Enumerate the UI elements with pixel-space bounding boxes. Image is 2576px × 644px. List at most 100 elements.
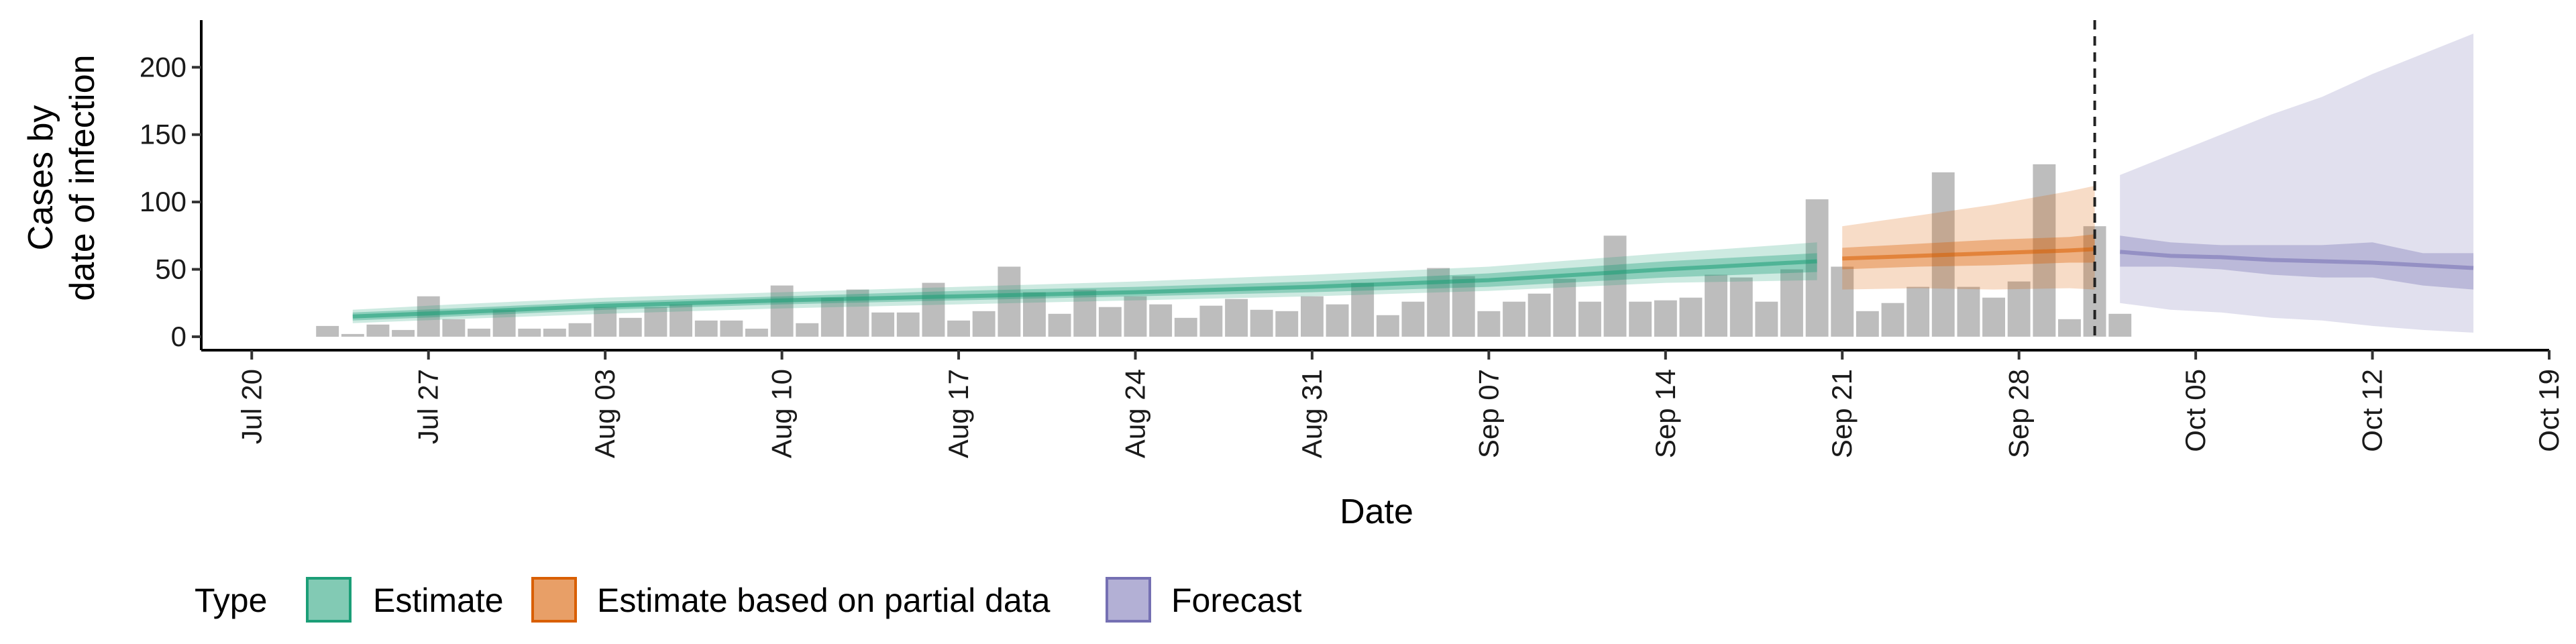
bar — [947, 320, 970, 337]
bar — [1856, 311, 1879, 337]
bar — [341, 333, 364, 337]
estimate-median-line — [352, 259, 1817, 319]
bar — [1073, 289, 1097, 337]
bar — [669, 304, 692, 337]
y-tick-label: 50 — [155, 254, 186, 285]
bar — [1326, 304, 1349, 337]
legend-title: Type — [195, 582, 267, 619]
bar — [1098, 307, 1122, 337]
bar — [1957, 286, 1980, 337]
bar — [1679, 297, 1703, 337]
bar — [1225, 299, 1248, 337]
x-tick-label: Oct 19 — [2533, 369, 2565, 452]
partial-ribbon-50 — [1842, 234, 2095, 270]
bar — [492, 309, 516, 337]
bar — [316, 325, 339, 337]
bar — [568, 323, 592, 337]
legend-label-estimate: Estimate — [373, 582, 504, 619]
bar — [1023, 292, 1046, 337]
bar — [644, 307, 667, 337]
bar — [1401, 301, 1425, 337]
y-axis-title: Cases by date of infection — [21, 54, 102, 301]
bar — [972, 311, 996, 337]
bar — [871, 312, 895, 337]
bar — [442, 319, 466, 337]
x-tick-label: Sep 07 — [1472, 369, 1504, 458]
bar — [998, 266, 1021, 337]
bar — [1427, 268, 1450, 337]
bar — [594, 307, 617, 337]
bar — [1780, 269, 1803, 337]
bar — [1629, 301, 1652, 337]
x-tick-label: Sep 28 — [2003, 369, 2035, 458]
bar — [1250, 309, 1273, 337]
bar — [1452, 276, 1475, 337]
plot-area: 0 50 100 150 200 Jul 20 Jul 27 Aug 03 Aug 10 Aug … — [140, 20, 2565, 458]
x-tick-label: Jul 27 — [413, 369, 444, 444]
bar — [518, 328, 541, 337]
bar — [366, 324, 390, 337]
bar — [2108, 313, 2132, 337]
bar — [1705, 274, 1727, 337]
bar — [1553, 278, 1576, 337]
bar — [1907, 286, 1930, 337]
bar — [2007, 281, 2031, 337]
bar — [770, 285, 794, 337]
x-tick-label: Oct 12 — [2357, 369, 2388, 452]
bar — [1174, 317, 1197, 337]
x-tick-label: Sep 21 — [1826, 369, 1858, 458]
bar — [1578, 301, 1601, 337]
bar — [2058, 319, 2081, 337]
bar — [1301, 296, 1324, 337]
legend-key-partial — [531, 577, 577, 623]
y-axis-title-line-1: Cases by — [21, 105, 60, 251]
x-tick-label: Jul 20 — [235, 369, 267, 444]
bar — [796, 323, 819, 337]
forecast-ribbon-90 — [2120, 34, 2474, 333]
x-axis-title: Date — [1340, 492, 1413, 531]
partial-median-line — [1842, 247, 2095, 261]
x-tick-label: Aug 03 — [589, 369, 621, 458]
bar — [896, 312, 920, 337]
x-tick-label: Aug 17 — [943, 369, 974, 458]
legend: Type Estimate Estimate based on partial … — [195, 577, 1302, 623]
bar — [1477, 311, 1501, 337]
x-tick-label: Aug 31 — [1296, 369, 1328, 458]
bar — [619, 317, 642, 337]
bar — [1149, 304, 1173, 337]
bar — [1729, 277, 1753, 337]
bar — [468, 328, 490, 337]
bar — [1654, 300, 1677, 337]
bar — [1376, 315, 1399, 337]
bar — [820, 297, 844, 337]
bar — [1275, 311, 1299, 337]
legend-label-forecast: Forecast — [1171, 582, 1302, 619]
forecast-median-line — [2119, 250, 2474, 270]
legend-key-estimate — [306, 577, 352, 623]
y-tick-label: 0 — [171, 321, 186, 352]
bar — [392, 329, 415, 337]
bar — [922, 282, 945, 337]
bar — [1048, 313, 1071, 337]
x-tick-label: Oct 05 — [2180, 369, 2211, 452]
x-tick-label: Aug 24 — [1119, 369, 1150, 458]
bar — [1831, 266, 1854, 337]
bar — [1124, 296, 1147, 337]
bar — [1982, 297, 2005, 337]
y-tick-label: 150 — [140, 119, 186, 150]
bar — [720, 320, 743, 337]
bar — [417, 296, 440, 337]
bar — [1881, 303, 1904, 337]
x-tick-label: Sep 14 — [1650, 369, 1681, 458]
y-tick-label: 200 — [140, 51, 186, 83]
bar — [694, 320, 718, 337]
legend-key-forecast — [1106, 577, 1151, 623]
y-tick-label: 100 — [140, 186, 186, 217]
bar — [1199, 305, 1223, 337]
legend-label-partial: Estimate based on partial data — [597, 582, 1051, 619]
bar — [1351, 282, 1375, 337]
bar — [745, 328, 768, 337]
partial-ribbon-90 — [1842, 186, 2095, 290]
bar — [1755, 301, 1778, 337]
